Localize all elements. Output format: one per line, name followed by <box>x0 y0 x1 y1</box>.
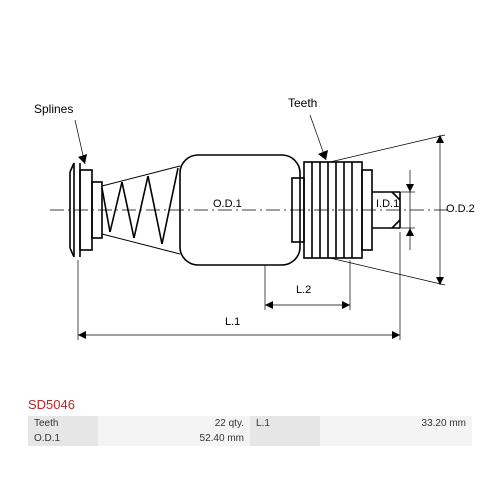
cell-label <box>250 431 320 446</box>
label-l1: L.1 <box>225 316 240 328</box>
spec-table: Teeth 22 qty. L.1 33.20 mm O.D.1 52.40 m… <box>28 416 472 446</box>
label-l2: L.2 <box>296 284 311 296</box>
label-teeth: Teeth <box>288 96 317 110</box>
technical-drawing: Splines Teeth O.D.1 O.D.2 I.D.1 L.2 L.1 <box>30 60 470 360</box>
cell-label: Teeth <box>28 416 98 431</box>
table-row: Teeth 22 qty. L.1 33.20 mm <box>28 416 472 431</box>
part-code: SD5046 <box>28 397 75 412</box>
label-od1: O.D.1 <box>213 198 242 210</box>
table-row: O.D.1 52.40 mm <box>28 431 472 446</box>
cell-value: 52.40 mm <box>98 431 250 446</box>
label-id1: I.D.1 <box>376 198 399 210</box>
cell-label: O.D.1 <box>28 431 98 446</box>
label-od2: O.D.2 <box>446 203 475 215</box>
cell-value: 33.20 mm <box>320 416 472 431</box>
cell-value: 22 qty. <box>98 416 250 431</box>
label-splines: Splines <box>34 102 73 116</box>
cell-value <box>320 431 472 446</box>
cell-label: L.1 <box>250 416 320 431</box>
drawing-svg <box>30 60 470 360</box>
